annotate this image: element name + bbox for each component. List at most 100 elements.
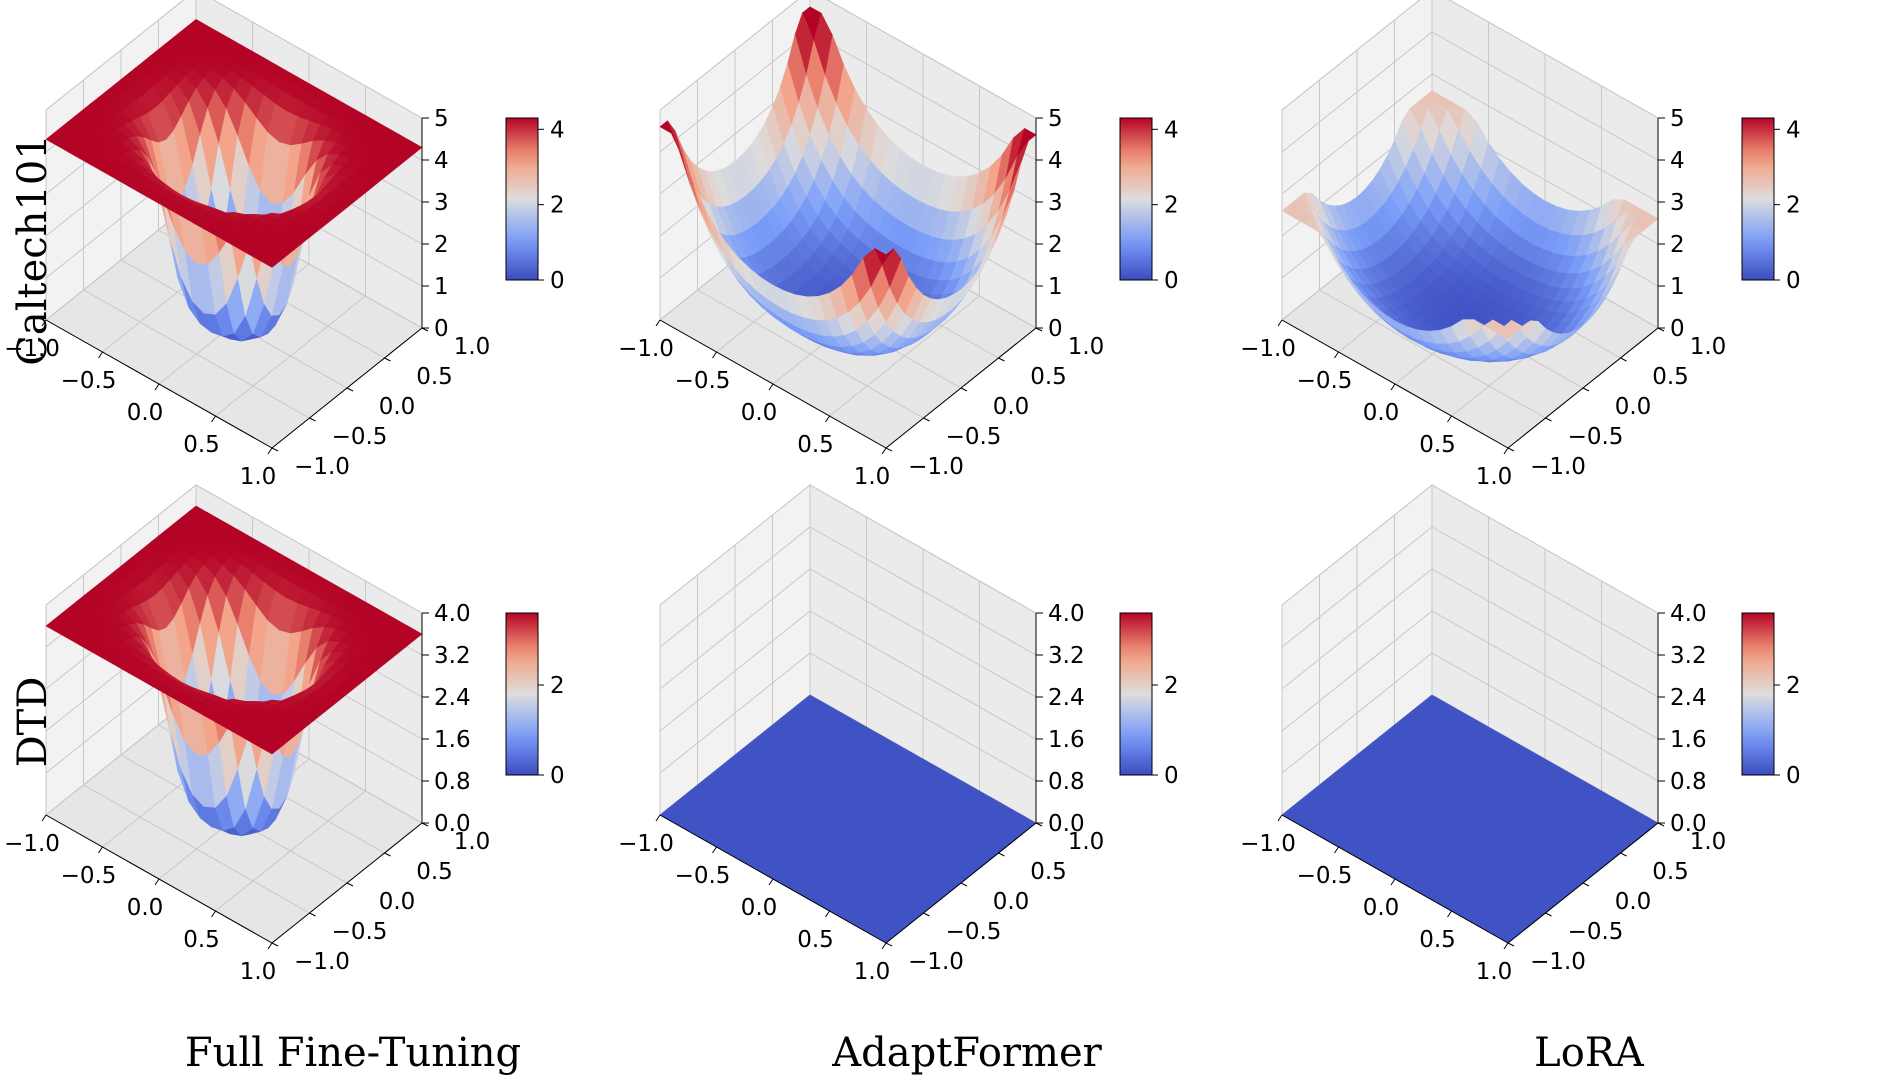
surface xyxy=(1281,694,1659,944)
y-tick-label: −0.5 xyxy=(332,919,388,945)
grid-line xyxy=(1281,526,1659,656)
x-tick-label: 0.5 xyxy=(797,432,834,458)
x-tick-label: 0.5 xyxy=(183,432,220,458)
y-tick-label: 1.0 xyxy=(1068,829,1105,855)
z-tick-label: 3 xyxy=(1048,190,1063,216)
z-tick-label: 1 xyxy=(1048,274,1063,300)
colorbar-tick-label: 0 xyxy=(1164,763,1179,789)
colorbar-tick-label: 0 xyxy=(1164,268,1179,294)
y-tick xyxy=(1620,357,1627,362)
y-tick xyxy=(346,387,354,392)
y-tick xyxy=(1620,852,1627,857)
y-tick xyxy=(309,912,316,917)
surface xyxy=(659,694,1037,944)
colorbar-tick-label: 0 xyxy=(1786,763,1801,789)
z-tick-label: 4.0 xyxy=(1670,601,1707,627)
y-tick-label: 0.5 xyxy=(1652,859,1689,885)
z-tick-label: 0 xyxy=(1670,316,1685,342)
y-tick xyxy=(885,942,893,947)
x-tick-label: −1.0 xyxy=(618,336,674,362)
grid-line xyxy=(1281,568,1659,698)
z-tick-label: 3 xyxy=(1670,190,1685,216)
x-tick xyxy=(1334,351,1339,359)
panel-caltech101-full-fine-tuning: −1.0−0.50.00.51.0 −1.0−0.50.00.51.0012345… xyxy=(4,0,565,490)
grid-line xyxy=(1281,652,1659,782)
y-tick xyxy=(271,447,279,452)
colorbar-tick-label: 2 xyxy=(1164,193,1179,219)
colorbar-tick-label: 2 xyxy=(550,673,565,699)
x-tick-label: 0.0 xyxy=(1363,895,1400,921)
x-tick xyxy=(1390,878,1396,886)
z-tick-label: 0.8 xyxy=(1048,769,1085,795)
x-tick-label: 1.0 xyxy=(1476,464,1513,490)
z-tick-label: 4.0 xyxy=(434,601,471,627)
colorbar-tick-label: 4 xyxy=(550,117,565,143)
y-tick xyxy=(1545,912,1552,917)
x-tick xyxy=(768,383,774,391)
z-tick-label: 2.4 xyxy=(1670,685,1707,711)
y-tick xyxy=(998,357,1005,362)
x-tick-label: 0.5 xyxy=(797,927,834,953)
x-tick-label: 0.5 xyxy=(1419,927,1456,953)
y-tick xyxy=(998,852,1005,857)
x-tick xyxy=(267,447,273,455)
x-tick xyxy=(211,415,216,423)
y-tick-label: −1.0 xyxy=(294,949,350,975)
x-tick xyxy=(655,319,661,327)
z-tick-label: 0 xyxy=(434,316,449,342)
z-tick-label: 5 xyxy=(1670,106,1685,132)
y-tick xyxy=(885,447,893,452)
colorbar xyxy=(1119,612,1153,776)
x-tick-label: 0.5 xyxy=(183,927,220,953)
y-tick xyxy=(346,882,354,887)
y-tick-label: 0.5 xyxy=(416,364,453,390)
colorbar-tick-label: 2 xyxy=(1786,193,1801,219)
z-tick-label: 0.8 xyxy=(434,769,471,795)
colorbar xyxy=(1119,117,1153,281)
z-tick-label: 3 xyxy=(434,190,449,216)
z-tick-label: 0.0 xyxy=(434,811,471,837)
grid-line xyxy=(829,295,980,417)
grid-line xyxy=(45,484,423,614)
z-tick-label: 0 xyxy=(1048,316,1063,342)
panel-dtd-lora: −1.0−0.50.00.51.0 −1.0−0.50.00.51.00.00.8… xyxy=(1240,483,1801,985)
x-tick-label: 1.0 xyxy=(1476,959,1513,985)
grid-line xyxy=(1281,73,1659,203)
x-tick-label: 0.0 xyxy=(127,895,164,921)
y-tick xyxy=(1545,417,1552,422)
z-tick-label: 1.6 xyxy=(1670,727,1707,753)
y-tick xyxy=(960,882,968,887)
y-tick-label: −1.0 xyxy=(908,949,964,975)
x-tick xyxy=(768,878,774,886)
z-tick-label: 5 xyxy=(434,106,449,132)
y-tick-label: 0.5 xyxy=(1652,364,1689,390)
y-tick xyxy=(1507,942,1515,947)
z-tick-label: 4 xyxy=(434,148,449,174)
x-tick-label: 1.0 xyxy=(854,464,891,490)
y-tick-label: 1.0 xyxy=(1690,334,1727,360)
x-tick xyxy=(1390,383,1396,391)
colorbar xyxy=(505,612,539,776)
column-label-adaptformer: AdaptFormer xyxy=(831,1030,1102,1076)
panels: −1.0−0.50.00.51.0 −1.0−0.50.00.51.0012345… xyxy=(4,0,1801,985)
x-tick xyxy=(655,814,661,822)
surface-facet xyxy=(874,247,894,266)
x-tick-label: −0.5 xyxy=(675,368,731,394)
grid-line xyxy=(659,0,1037,119)
x-tick-label: −0.5 xyxy=(675,863,731,889)
x-tick-label: −1.0 xyxy=(1240,336,1296,362)
z-tick-label: 3.2 xyxy=(434,643,471,669)
x-tick-label: −0.5 xyxy=(1297,863,1353,889)
x-tick xyxy=(881,942,887,950)
x-tick xyxy=(211,910,216,918)
surface xyxy=(45,505,423,837)
surface-facet xyxy=(260,254,281,268)
x-tick xyxy=(154,878,160,886)
grid-line xyxy=(215,790,366,912)
column-label-lora: LoRA xyxy=(1534,1030,1645,1076)
x-tick-label: 1.0 xyxy=(854,959,891,985)
x-tick xyxy=(825,910,830,918)
x-tick xyxy=(712,846,717,854)
y-tick-label: 1.0 xyxy=(1690,829,1727,855)
